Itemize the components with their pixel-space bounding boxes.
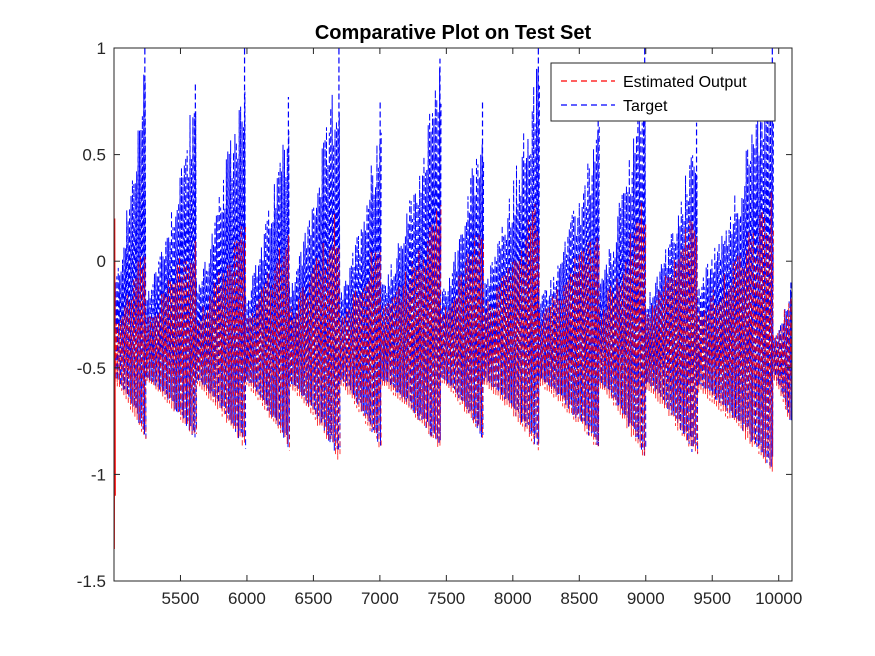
- target-segment-13: [697, 70, 774, 468]
- axes-box: [113, 47, 793, 582]
- target-segment-1: [114, 74, 147, 439]
- estimated-segment-8: [440, 233, 485, 438]
- estimated-segment-3: [195, 225, 247, 447]
- legend-label-2: Target: [623, 98, 668, 115]
- chart-title: Comparative Plot on Test Set: [315, 22, 592, 44]
- estimated-segment-1: [114, 256, 147, 439]
- estimated-segment-5: [289, 213, 341, 460]
- estimated-segment-10: [538, 238, 600, 447]
- legend: Estimated Output Target: [550, 62, 776, 122]
- estimated-segment-2: [145, 240, 197, 435]
- estimated-segment-6: [339, 251, 382, 449]
- x-tick-label: 8000: [494, 589, 532, 608]
- y-tick-label: 1: [97, 39, 106, 58]
- target-segment-8: [440, 144, 485, 438]
- target-segment-7: [380, 68, 442, 444]
- axes: 5500 6000 6500 7000 7500 8000 8500 9000 9500 1000…: [77, 39, 803, 608]
- y-tick-label: 0: [97, 252, 106, 271]
- target-segment-5: [288, 94, 341, 452]
- x-tick-label: 8500: [560, 589, 598, 608]
- x-tick-label: 10000: [755, 589, 802, 608]
- x-tick-label: 5500: [162, 589, 200, 608]
- estimated-segment-4: [245, 235, 290, 451]
- legend-label-1: Estimated Output: [623, 74, 747, 91]
- y-tick-label: 0.5: [82, 146, 106, 165]
- target-segment-4: [245, 131, 290, 448]
- x-tick-label: 9000: [627, 589, 665, 608]
- series-layer: [114, 48, 792, 550]
- x-tick-label: 9500: [693, 589, 731, 608]
- target-segment-3: [195, 91, 247, 449]
- x-tick-label: 6000: [228, 589, 266, 608]
- x-tick-label: 7000: [361, 589, 399, 608]
- y-tick-label: -1: [91, 465, 106, 484]
- y-tick-label: -1.5: [77, 572, 106, 591]
- x-tick-label: 7500: [427, 589, 465, 608]
- legend-box: [550, 62, 776, 122]
- estimated-segment-12: [645, 219, 699, 456]
- estimated-segment-14: [772, 297, 792, 426]
- x-tick-label: 6500: [294, 589, 332, 608]
- estimated-segment-13: [697, 192, 774, 472]
- estimated-segment-7: [380, 204, 442, 447]
- y-tick-label: -0.5: [77, 359, 106, 378]
